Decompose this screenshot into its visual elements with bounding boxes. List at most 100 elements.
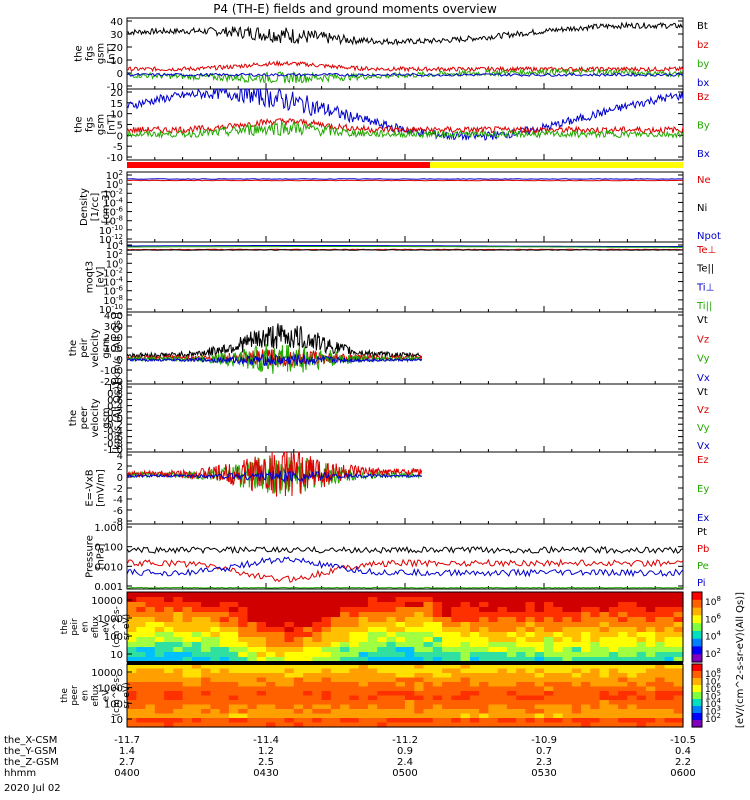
- spectrogram-cell: [599, 652, 610, 658]
- spectrogram-cell: [553, 695, 564, 701]
- spectrogram-cell: [544, 657, 554, 663]
- spectrogram-cell: [191, 718, 202, 724]
- spectrogram-cell: [627, 597, 638, 603]
- spectrogram-cell: [377, 637, 388, 643]
- spectrogram-cell: [516, 691, 527, 697]
- spectrogram-cell: [136, 597, 147, 603]
- colorbar-label: [eV/(cm^2-s-sr-eV)(All Qs)]: [735, 592, 746, 728]
- spectrogram-cell: [127, 704, 137, 710]
- spectrogram-cell: [219, 704, 230, 710]
- spectrogram-cell: [488, 657, 499, 663]
- spectrogram-cell: [238, 597, 249, 603]
- spectrogram-cell: [423, 682, 434, 688]
- spectrogram-cell: [256, 612, 267, 618]
- spectrogram-cell: [367, 722, 378, 728]
- spectrogram-cell: [266, 657, 276, 663]
- spectrogram-cell: [303, 627, 313, 633]
- spectrogram-cell: [136, 657, 147, 663]
- spectrogram-cell: [599, 718, 610, 724]
- spectrogram-cell: [191, 700, 202, 706]
- spectrogram-cell: [275, 612, 286, 618]
- spectrogram-cell: [191, 607, 202, 613]
- spectrogram-cell: [349, 691, 360, 697]
- spectrogram-cell: [349, 602, 360, 608]
- spectrogram-cell: [164, 652, 174, 658]
- spectrogram-cell: [673, 695, 684, 701]
- spectrogram-cell: [136, 668, 147, 674]
- spectrogram-cell: [377, 607, 388, 613]
- spectrogram-cell: [349, 722, 360, 728]
- spectrogram-cell: [506, 664, 517, 670]
- trace-Ti-perp: [127, 245, 683, 247]
- spectrogram-cell: [358, 627, 369, 633]
- spectrogram-cell: [497, 642, 508, 648]
- spectrogram-cell: [303, 622, 313, 628]
- spectrogram-cell: [469, 709, 480, 715]
- spectrogram-cell: [442, 637, 452, 643]
- spectrogram-cell: [293, 677, 304, 683]
- spectrogram-cell: [442, 642, 452, 648]
- spectrogram-cell: [247, 602, 258, 608]
- spectrogram-cell: [312, 709, 323, 715]
- spectrogram-cell: [618, 607, 628, 613]
- spectrogram-cell: [238, 642, 249, 648]
- spectrogram-cell: [525, 709, 536, 715]
- spectrogram-cell: [571, 592, 582, 598]
- spectrogram-cell: [201, 664, 211, 670]
- spectrogram-cell: [228, 718, 239, 724]
- spectrogram-cell: [358, 718, 369, 724]
- spectrogram-cell: [645, 617, 656, 623]
- spectrogram-cell: [423, 622, 434, 628]
- spectrogram-cell: [571, 642, 582, 648]
- spectrogram-cell: [562, 704, 573, 710]
- spectrogram-cell: [432, 668, 443, 674]
- spectrogram-cell: [340, 718, 350, 724]
- spectrogram-cell: [247, 637, 258, 643]
- spectrogram-cell: [553, 607, 564, 613]
- spectrogram-cell: [377, 642, 388, 648]
- spectrogram-cell: [673, 612, 684, 618]
- spectrogram-cell: [293, 602, 304, 608]
- spectrogram-cell: [377, 602, 388, 608]
- spectrogram-cell: [414, 652, 425, 658]
- spectrogram-cell: [321, 713, 332, 719]
- spectrogram-cell: [534, 617, 545, 623]
- spectrogram-cell: [451, 704, 462, 710]
- spectrogram-cell: [432, 673, 443, 679]
- spectrogram-cell: [553, 597, 564, 603]
- spectrogram-cell: [636, 652, 647, 658]
- spectrogram-cell: [497, 709, 508, 715]
- spectrogram-cell: [414, 617, 425, 623]
- spectrogram-cell: [673, 602, 684, 608]
- spectrogram-cell: [599, 673, 610, 679]
- spectrogram-cell: [284, 713, 295, 719]
- spectrogram-cell: [534, 664, 545, 670]
- spectrogram-cell: [497, 607, 508, 613]
- spectrogram-cell: [544, 713, 554, 719]
- spectrogram-cell: [544, 622, 554, 628]
- spectrogram-cell: [460, 637, 471, 643]
- spectrogram-cell: [423, 612, 434, 618]
- spectrogram-cell: [414, 642, 425, 648]
- spectrogram-cell: [590, 704, 601, 710]
- spectrogram-cell: [405, 691, 415, 697]
- spectrogram-cell: [414, 622, 425, 628]
- spectrogram-cell: [266, 622, 276, 628]
- spectrogram-cell: [460, 722, 471, 728]
- spectrogram-cell: [201, 700, 211, 706]
- spectrogram-cell: [377, 718, 388, 724]
- spectrogram-cell: [655, 668, 666, 674]
- spectrogram-cell: [627, 607, 638, 613]
- spectrogram-cell: [321, 718, 332, 724]
- spectrogram-cell: [293, 695, 304, 701]
- spectrogram-cell: [451, 695, 462, 701]
- spectrogram-cell: [479, 637, 489, 643]
- spectrogram-cell: [145, 704, 156, 710]
- spectrogram-cell: [618, 627, 628, 633]
- orbit-cell: 0.7: [536, 746, 552, 757]
- spectrogram-cell: [182, 691, 193, 697]
- spectrogram-cell: [432, 627, 443, 633]
- spectrogram-cell: [238, 622, 249, 628]
